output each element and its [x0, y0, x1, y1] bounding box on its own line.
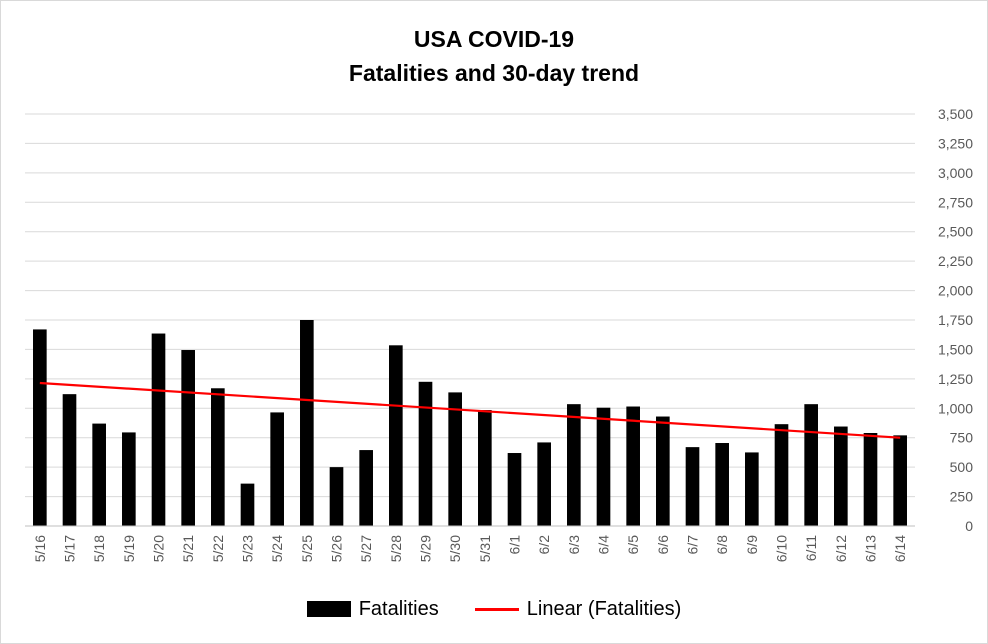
bar-6-13: [863, 433, 878, 526]
bar-5-28: [389, 345, 403, 526]
x-tick-label: 6/10: [774, 535, 790, 562]
bar-5-20: [151, 333, 166, 526]
bar-5-22: [211, 388, 225, 526]
bar-5-31: [478, 410, 492, 526]
x-tick-label: 6/3: [566, 535, 582, 555]
x-tick-label: 5/19: [121, 535, 137, 562]
y-tick-label: 750: [950, 430, 974, 446]
y-tick-label: 1,000: [938, 400, 973, 416]
x-tick-label: 6/7: [685, 535, 701, 555]
x-tick-label: 6/8: [714, 535, 730, 555]
chart-title-line-2: Fatalities and 30-day trend: [348, 60, 640, 86]
bar-6-3: [567, 404, 581, 526]
x-tick-label: 6/4: [596, 535, 612, 555]
bar-series: [33, 320, 907, 526]
bar-5-19: [122, 432, 136, 526]
x-tick-label: 5/28: [388, 535, 404, 562]
y-tick-label: 1,750: [938, 312, 973, 328]
legend-label-fatalities: Fatalities: [358, 597, 439, 620]
y-tick-label: 250: [950, 489, 974, 505]
bar-5-24: [270, 412, 284, 526]
x-tick-label: 6/14: [892, 535, 908, 562]
x-tick-label: 5/17: [62, 535, 78, 562]
x-tick-label: 5/27: [358, 535, 374, 562]
y-tick-label: 2,250: [938, 253, 973, 269]
x-tick-label: 6/13: [863, 535, 879, 562]
y-tick-label: 3,000: [938, 165, 973, 181]
bar-5-27: [359, 450, 373, 526]
legend-swatch-line: [474, 607, 519, 611]
x-tick-label: 6/6: [655, 535, 671, 555]
x-tick-label: 5/25: [299, 535, 315, 562]
bar-5-29: [418, 381, 433, 526]
bar-5-23: [240, 483, 255, 526]
bar-5-26: [329, 467, 344, 526]
legend-item-fatalities: Fatalities: [306, 597, 439, 621]
bar-5-21: [181, 350, 195, 526]
y-tick-label: 1,500: [938, 341, 973, 357]
y-tick-label: 3,500: [938, 106, 973, 122]
x-tick-label: 5/26: [329, 535, 345, 562]
bar-6-2: [537, 442, 551, 526]
y-tick-label: 0: [965, 518, 973, 534]
y-tick-label: 500: [950, 459, 974, 475]
x-tick-label: 5/24: [269, 535, 285, 562]
bar-6-6: [656, 416, 670, 526]
bar-6-4: [596, 407, 611, 526]
bar-6-5: [626, 406, 640, 526]
y-tick-label: 1,250: [938, 371, 973, 387]
x-tick-label: 5/22: [210, 535, 226, 562]
x-tick-labels: 5/16 5/17 5/18 5/19 5/20 5/21 5/22 5/23 5/24 5/25…: [32, 535, 908, 562]
x-tick-label: 5/30: [447, 535, 463, 562]
x-tick-label: 5/21: [180, 535, 196, 562]
bar-6-12: [834, 426, 848, 526]
bar-6-11: [804, 404, 818, 526]
trendline-series: [39, 381, 901, 439]
y-tick-label: 2,500: [938, 224, 973, 240]
x-tick-label: 5/18: [91, 535, 107, 562]
bar-5-17: [62, 394, 77, 526]
x-tick-label: 6/5: [625, 535, 641, 555]
bar-6-1: [507, 453, 522, 526]
bar-6-8: [715, 443, 729, 526]
bar-6-9: [745, 452, 759, 526]
y-tick-labels: 0 250 500 750 1,000 1,250 1,500 1,750 2,000 2,250…: [938, 106, 973, 534]
bar-6-7: [685, 447, 700, 526]
y-tick-label: 2,750: [938, 194, 973, 210]
bar-6-10: [774, 424, 789, 526]
x-tick-label: 6/2: [536, 535, 552, 555]
bar-5-16: [33, 329, 47, 526]
x-tick-label: 5/16: [32, 535, 48, 562]
x-tick-label: 6/12: [833, 535, 849, 562]
legend-label-trend: Linear (Fatalities): [526, 597, 682, 620]
x-tick-label: 5/31: [477, 535, 493, 562]
bar-5-30: [448, 392, 462, 526]
legend-item-trend: Linear (Fatalities): [474, 597, 682, 621]
x-tick-label: 5/20: [151, 535, 167, 562]
bar-5-18: [92, 423, 106, 526]
trendline: [39, 381, 901, 439]
chart-title-line-1: USA COVID-19: [413, 26, 575, 52]
y-tick-label: 3,250: [938, 135, 973, 151]
bar-5-25: [300, 320, 314, 526]
gridlines: [25, 113, 915, 498]
x-tick-label: 6/11: [803, 535, 819, 561]
chart-title: USA COVID-19 Fatalities and 30-day trend: [0, 22, 988, 90]
x-tick-label: 6/1: [507, 535, 523, 555]
y-tick-label: 2,000: [938, 283, 973, 299]
legend: Fatalities Linear (Fatalities): [0, 596, 988, 622]
x-tick-label: 5/29: [418, 535, 434, 562]
x-tick-label: 6/9: [744, 535, 760, 555]
legend-swatch-bar: [306, 601, 351, 617]
x-tick-label: 5/23: [240, 535, 256, 562]
bar-6-14: [893, 435, 907, 526]
